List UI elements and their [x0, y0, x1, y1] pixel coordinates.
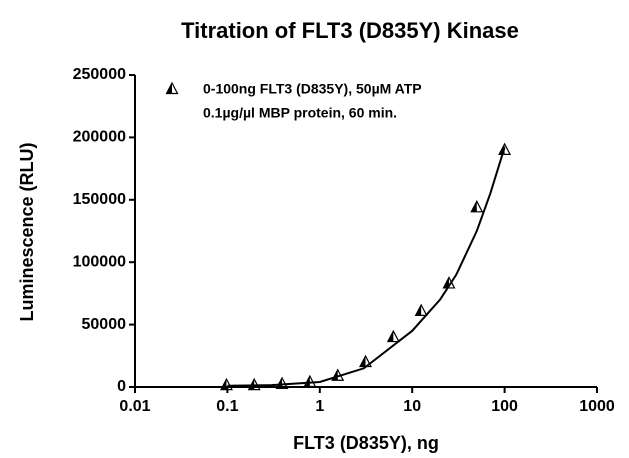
x-tick-label: 0.01 — [119, 398, 150, 415]
y-tick-label: 250000 — [73, 66, 126, 83]
data-point — [219, 377, 233, 391]
legend-label: 0-100ng FLT3 (D835Y), 50µM ATP — [203, 81, 422, 97]
marker-part — [165, 81, 179, 95]
data-point — [303, 374, 317, 388]
marker-part — [275, 376, 289, 389]
marker-part — [470, 199, 484, 213]
data-point — [470, 199, 484, 213]
y-tick-label: 0 — [117, 378, 126, 395]
chart-title: Titration of FLT3 (D835Y) Kinase — [181, 18, 519, 43]
data-point — [275, 376, 289, 389]
data-point — [414, 303, 428, 316]
legend-annotation: 0.1µg/µl MBP protein, 60 min. — [203, 105, 397, 121]
x-tick-label: 1 — [315, 398, 324, 415]
data-point — [386, 329, 400, 343]
x-tick-label: 10 — [403, 398, 421, 415]
legend-marker — [165, 81, 179, 95]
y-tick-label: 200000 — [73, 129, 126, 146]
x-tick-label: 100 — [491, 398, 518, 415]
y-axis-label: Luminescence (RLU) — [17, 142, 37, 321]
marker-part — [303, 374, 317, 388]
y-tick-label: 50000 — [82, 316, 127, 333]
x-axis-label: FLT3 (D835Y), ng — [293, 433, 439, 453]
marker-part — [386, 329, 400, 343]
marker-part — [498, 142, 512, 155]
y-tick-label: 100000 — [73, 253, 126, 270]
y-tick-label: 150000 — [73, 191, 126, 208]
marker-part — [219, 377, 233, 391]
x-tick-label: 0.1 — [216, 398, 238, 415]
marker-part — [414, 303, 428, 316]
x-tick-label: 1000 — [579, 398, 615, 415]
fit-curve — [227, 147, 506, 387]
